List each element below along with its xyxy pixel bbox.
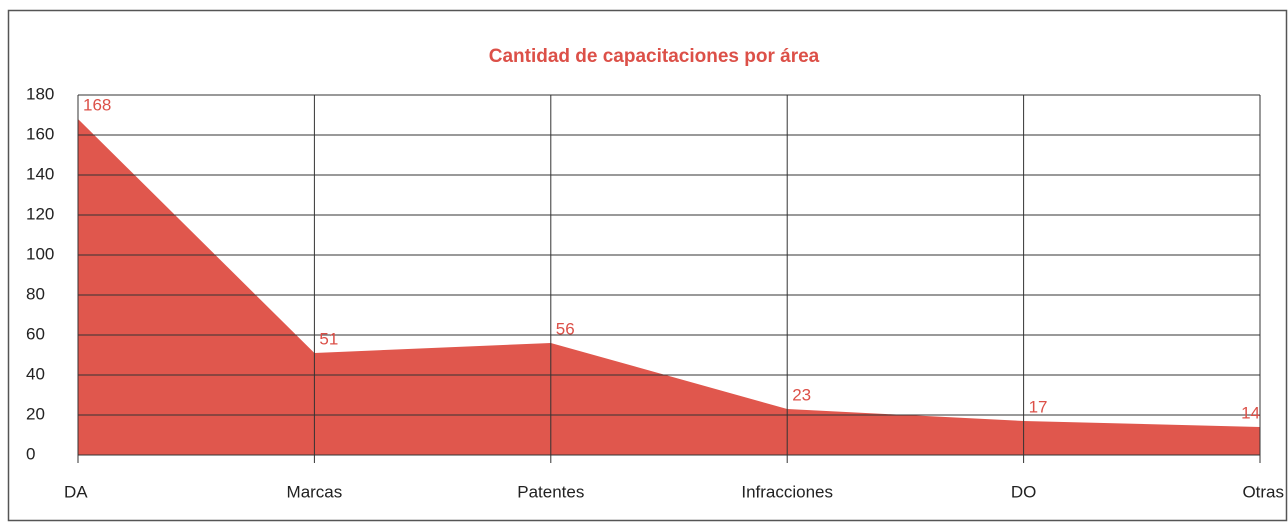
data-label: 17 xyxy=(1029,397,1048,416)
area xyxy=(78,119,1260,455)
data-label: 14 xyxy=(1241,403,1260,422)
y-tick-label: 160 xyxy=(26,124,54,143)
data-label: 51 xyxy=(319,329,338,348)
y-tick-label: 100 xyxy=(26,244,54,263)
x-tick-label: DA xyxy=(64,482,88,501)
y-tick-label: 0 xyxy=(26,444,35,463)
x-tick-label: Infracciones xyxy=(741,482,833,501)
chart-title: Cantidad de capacitaciones por área xyxy=(489,46,820,67)
data-label: 23 xyxy=(792,385,811,404)
x-tick-label: Patentes xyxy=(517,482,584,501)
x-tick-label: Marcas xyxy=(287,482,343,501)
y-tick-label: 60 xyxy=(26,324,45,343)
y-tick-label: 20 xyxy=(26,404,45,423)
data-label: 168 xyxy=(83,95,111,114)
x-tick-label: DO xyxy=(1011,482,1037,501)
y-tick-label: 80 xyxy=(26,284,45,303)
y-tick-label: 120 xyxy=(26,204,54,223)
x-tick-label: Otras xyxy=(1242,482,1284,501)
data-label: 56 xyxy=(556,319,575,338)
y-tick-label: 140 xyxy=(26,164,54,183)
y-tick-label: 180 xyxy=(26,84,54,103)
y-tick-label: 40 xyxy=(26,364,45,383)
